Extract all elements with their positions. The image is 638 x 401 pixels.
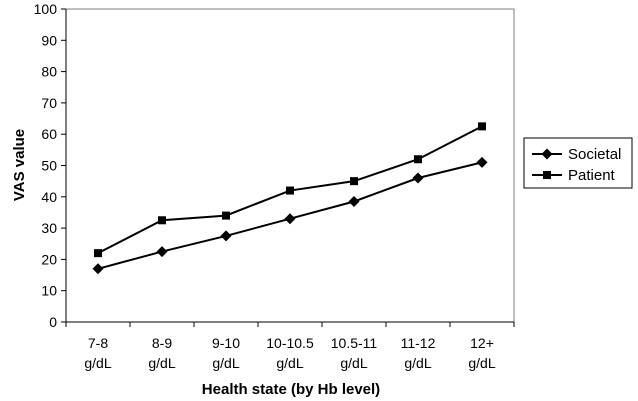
legend: Societal Patient bbox=[523, 137, 633, 189]
x-tick-label: 7-8 g/dL bbox=[84, 335, 111, 371]
y-tick-label: 80 bbox=[41, 64, 57, 80]
legend-marker-patient bbox=[543, 171, 551, 179]
y-tick-label: 20 bbox=[41, 251, 57, 267]
series-patient bbox=[94, 122, 486, 258]
data-point-patient bbox=[286, 186, 294, 195]
x-tick-label: 10-10.5 g/dL bbox=[266, 335, 314, 371]
plot-area-border bbox=[65, 8, 515, 323]
data-point-societal bbox=[412, 172, 424, 184]
x-tick-label: 9-10 g/dL bbox=[212, 335, 240, 371]
data-point-societal bbox=[348, 195, 360, 207]
y-tick-label: 10 bbox=[41, 283, 57, 299]
x-tick-label: 8-9 g/dL bbox=[148, 335, 175, 371]
y-tick-label: 70 bbox=[41, 95, 57, 111]
y-tick-label: 0 bbox=[49, 314, 57, 330]
data-point-patient bbox=[94, 249, 102, 258]
legend-marker-societal bbox=[541, 148, 553, 160]
data-point-societal bbox=[284, 213, 296, 225]
legend-box bbox=[523, 137, 633, 189]
legend-label-societal: Societal bbox=[568, 146, 621, 163]
x-axis-title: Health state (by Hb level) bbox=[202, 381, 380, 398]
data-point-patient bbox=[478, 122, 486, 131]
y-tick-label: 90 bbox=[41, 32, 57, 48]
legend-label-patient: Patient bbox=[568, 167, 616, 184]
data-point-patient bbox=[350, 177, 358, 186]
data-point-patient bbox=[222, 211, 230, 220]
data-point-societal bbox=[156, 246, 168, 258]
series-societal bbox=[92, 156, 488, 275]
data-point-societal bbox=[220, 230, 232, 242]
data-point-societal bbox=[476, 156, 488, 168]
x-tick-label: 12+ g/dL bbox=[468, 335, 495, 371]
y-tick-label: 100 bbox=[34, 1, 58, 17]
y-tick-label: 60 bbox=[41, 126, 57, 142]
y-tick-label: 30 bbox=[41, 220, 57, 236]
x-tick-label: 10.5-11 g/dL bbox=[331, 335, 378, 371]
y-axis-ticks: 0 10 20 30 40 50 60 70 80 90 100 bbox=[34, 1, 66, 330]
y-tick-label: 40 bbox=[41, 189, 57, 205]
data-point-societal bbox=[92, 263, 104, 275]
x-tick-label: 11-12 g/dL bbox=[401, 335, 436, 371]
series-layer bbox=[92, 122, 488, 275]
data-point-patient bbox=[158, 216, 166, 225]
data-point-patient bbox=[414, 155, 422, 164]
axes bbox=[65, 8, 515, 323]
y-axis-title: VAS value bbox=[11, 129, 28, 201]
x-axis-ticks: 7-8 g/dL 8-9 g/dL 9-10 g/dL 10-10.5 g/dL 10.5-11… bbox=[65, 322, 515, 371]
y-tick-label: 50 bbox=[41, 158, 57, 174]
